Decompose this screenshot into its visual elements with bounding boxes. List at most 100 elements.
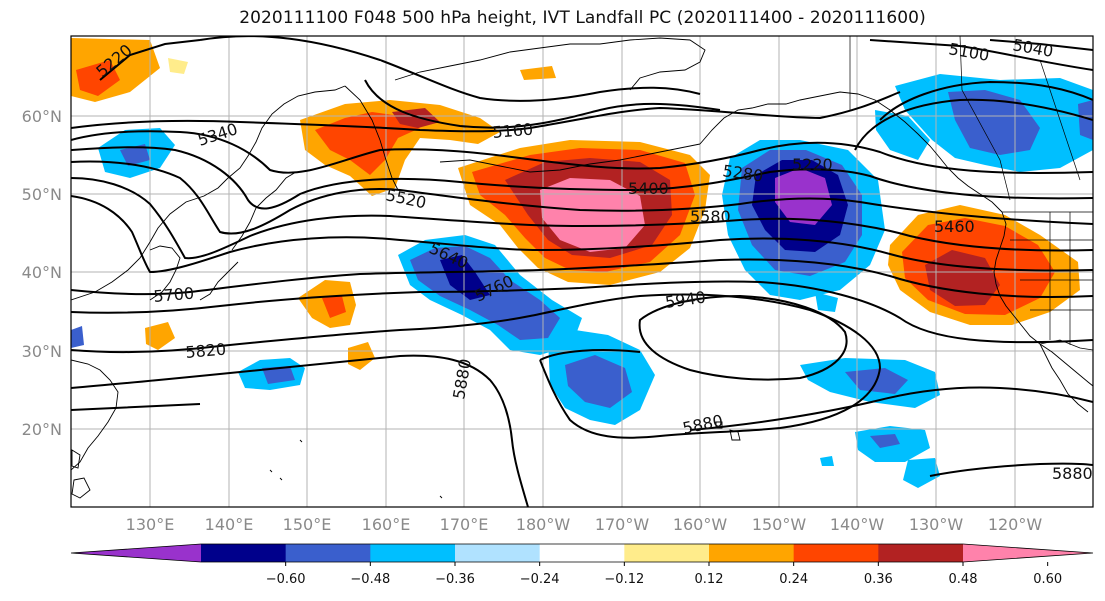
contour-5880-east: [539, 349, 1093, 431]
colorbar-segment: [878, 544, 964, 562]
shade-cyan-small-1: [815, 292, 838, 312]
coast-alaska: [699, 91, 1003, 213]
colorbar-segment: [709, 544, 795, 562]
colorbar-segment: [201, 544, 287, 562]
lon-label: 150°E: [283, 515, 332, 534]
contour-5940: [638, 294, 848, 381]
shade-blue-west-2: [120, 144, 150, 166]
contour-label: 5220: [792, 155, 833, 174]
shade-cyan-coast: [875, 110, 930, 160]
contour-5160: [71, 91, 901, 133]
contour-label: 5520: [384, 185, 428, 212]
contour-label: 5700: [153, 284, 195, 306]
contour-label: 5880: [681, 411, 725, 438]
coast-japan: [199, 171, 297, 301]
contour-5520: [71, 160, 1093, 235]
shade-blue-sub-3: [870, 434, 900, 448]
contour-5100-ne: [869, 39, 1093, 71]
contour-south: [71, 403, 1093, 477]
contour-north-1: [199, 36, 701, 102]
coast-aleutians: [439, 143, 701, 173]
colorbar-extend-low: [71, 544, 201, 562]
contour-5760: [71, 280, 1093, 344]
shade-blue-sub-1: [565, 355, 632, 408]
colorbar-tick-label: 0.60: [1033, 572, 1062, 587]
contour-5040-ne: [989, 39, 1093, 51]
shade-blue-west-3: [71, 326, 84, 348]
coast-korea: [149, 245, 181, 301]
colorbar-tick-label: −0.60: [266, 572, 306, 587]
border-us-states: [1010, 212, 1093, 345]
colorbar-segment: [285, 544, 371, 562]
lon-label: 140°E: [205, 515, 254, 534]
lon-label: 140°W: [830, 515, 885, 534]
coastlines: [71, 37, 1093, 499]
map-plot-area: 5220 5340 5160 5520 5400 5280 5220 5100 …: [71, 36, 1093, 507]
contour-label: 5880: [1052, 464, 1093, 483]
contour-5700: [71, 258, 1093, 298]
lon-label: 160°E: [362, 515, 411, 534]
colorbar-tick-label: −0.36: [435, 572, 475, 587]
coast-pacific-islands: [269, 439, 443, 499]
contour-label: 5820: [185, 340, 227, 362]
shade-blue-coast: [1078, 100, 1093, 140]
colorbar-segment: [793, 544, 879, 562]
contour-5820: [71, 293, 882, 439]
map-title: 2020111100 F048 500 hPa height, IVT Land…: [239, 8, 926, 28]
lat-label: 40°N: [22, 263, 62, 282]
contour-ne-low-1: [879, 80, 1093, 121]
contour-5880: [71, 354, 529, 507]
colorbar-tick-label: 0.12: [695, 572, 724, 587]
contour-5640: [71, 195, 1093, 274]
shade-red-west-1: [322, 296, 346, 318]
contour-label: 5580: [690, 207, 731, 226]
map-frame: [70, 35, 1094, 508]
shade-negative-wpac-core: [440, 255, 490, 300]
longitude-labels: 130°E 140°E 150°E 160°E 170°E 180°W 170°…: [126, 515, 1043, 534]
colorbar: −0.60 −0.48 −0.36 −0.24 −0.12 0.12 0.24 0.36 0.4…: [70, 543, 1094, 587]
lon-label: 130°W: [909, 515, 964, 534]
colorbar-extend-high: [963, 544, 1093, 562]
height-contours: [71, 36, 1093, 507]
lon-label: 170°W: [595, 515, 650, 534]
shade-yellow-nw: [168, 58, 188, 74]
lon-label: 120°W: [988, 515, 1043, 534]
colorbar-tick-label: −0.48: [350, 572, 390, 587]
colorbar-tick-label: 0.24: [779, 572, 808, 587]
shade-cyan-sub-4: [903, 458, 940, 488]
shade-cyan-sub-5: [820, 456, 834, 466]
colorbar-segment: [539, 544, 625, 562]
contour-label: 5100: [947, 39, 990, 65]
contour-label: 5460: [934, 217, 975, 236]
colorbar-outline: [70, 543, 1094, 563]
colorbar-segment: [455, 544, 541, 562]
contour-label: 5400: [628, 179, 669, 198]
lon-label: 150°W: [752, 515, 807, 534]
shade-positive-nw-core: [76, 60, 120, 96]
shade-orange-small-1: [520, 66, 556, 80]
contour-5580: [71, 177, 1093, 260]
contour-north-2: [364, 79, 721, 129]
colorbar-segment: [370, 544, 456, 562]
lon-label: 180°W: [516, 515, 571, 534]
shade-orange-west-3: [145, 322, 175, 350]
colorbar-tick-label: −0.24: [520, 572, 560, 587]
shade-orange-west-2: [348, 342, 375, 370]
coast-west-us: [993, 211, 1093, 387]
colorbar-tick-label: 0.48: [949, 572, 978, 587]
lat-label: 60°N: [22, 107, 62, 126]
lat-label: 20°N: [22, 420, 62, 439]
lat-label: 50°N: [22, 185, 62, 204]
contour-west-trough-1: [71, 146, 1093, 210]
lon-label: 160°W: [673, 515, 728, 534]
lon-label: 130°E: [126, 515, 175, 534]
colorbar-tick-label: −0.12: [604, 572, 644, 587]
coast-siberia-east: [394, 37, 706, 91]
contour-5220-nw: [99, 39, 201, 81]
contour-label: 5160: [492, 120, 534, 142]
shade-negative-goa-core: [775, 168, 832, 225]
colorbar-tick-label: 0.36: [864, 572, 893, 587]
border-canada-provinces: [959, 36, 1081, 201]
colorbar-segment: [624, 544, 710, 562]
contour-5340: [71, 130, 1093, 174]
